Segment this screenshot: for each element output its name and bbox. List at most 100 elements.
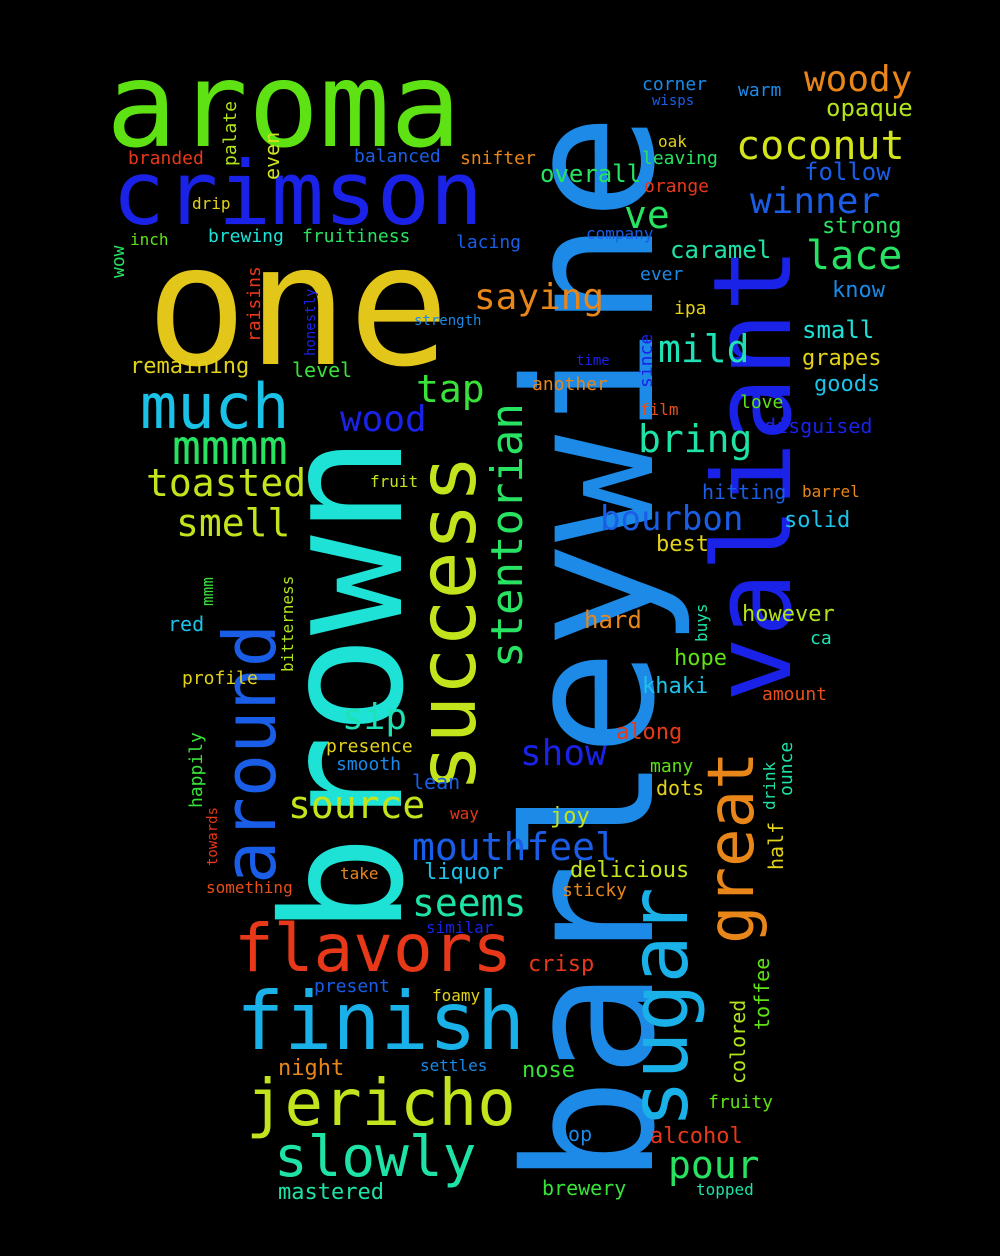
word-around: around <box>208 623 292 884</box>
word-snifter: snifter <box>460 148 536 169</box>
word-mild: mild <box>658 327 750 371</box>
word-khaki: khaki <box>642 674 709 699</box>
word-night: night <box>278 1056 345 1081</box>
word-strong: strong <box>822 214 902 239</box>
word-sip: sip <box>342 697 408 738</box>
word-towards: towards <box>205 806 221 866</box>
word-honestly: honestly <box>303 288 319 356</box>
word-smooth: smooth <box>336 754 402 775</box>
word-strength: strength <box>414 313 482 329</box>
word-presence: presence <box>326 736 413 757</box>
word-bring: bring <box>638 417 753 461</box>
word-great: great <box>695 751 769 944</box>
word-lace: lace <box>806 233 903 279</box>
word-tap: tap <box>416 367 485 411</box>
word-wisps: wisps <box>652 93 695 109</box>
word-fruity: fruity <box>708 1092 774 1113</box>
word-jericho: jericho <box>246 1067 516 1141</box>
word-company: company <box>586 224 654 243</box>
word-along: along <box>616 720 683 745</box>
word-topped: topped <box>696 1180 754 1199</box>
word-oak: oak <box>658 132 687 151</box>
word-take: take <box>340 864 379 883</box>
word-profile: profile <box>182 668 258 689</box>
word-film: film <box>640 400 679 419</box>
word-time: time <box>576 353 610 369</box>
word-valiant: valiant <box>691 246 816 702</box>
word-level: level <box>292 358 353 382</box>
word-inch: inch <box>130 230 169 249</box>
word-something: something <box>206 878 293 897</box>
word-top: top <box>556 1122 593 1146</box>
word-fruitiness: fruitiness <box>302 226 411 247</box>
word-since: since <box>636 333 657 388</box>
word-similar: similar <box>426 918 494 937</box>
word-aroma: aroma <box>106 36 462 174</box>
word-way: way <box>450 804 479 823</box>
word-goods: goods <box>814 372 881 397</box>
word-stentorian: stentorian <box>482 403 533 668</box>
word-liquor: liquor <box>424 860 504 885</box>
word-flavors: flavors <box>234 910 513 987</box>
word-happily: happily <box>186 732 207 808</box>
word-sugar: sugar <box>613 887 706 1128</box>
word-source: source <box>288 783 426 827</box>
word-mmm: mmm <box>198 577 217 606</box>
word-smell: smell <box>176 501 291 545</box>
word-coconut: coconut <box>736 123 905 169</box>
word-buys: buys <box>692 603 711 642</box>
word-lean: lean <box>412 770 461 794</box>
word-ounce: ounce <box>776 741 797 796</box>
word-fruit: fruit <box>370 472 419 491</box>
word-bitterness: bitterness <box>278 575 297 672</box>
word-brewery: brewery <box>542 1176 627 1200</box>
word-barrel: barrel <box>802 482 860 501</box>
word-leaving: leaving <box>642 148 718 169</box>
word-palate: palate <box>220 100 241 166</box>
word-warm: warm <box>738 80 782 101</box>
word-alcohol: alcohol <box>650 1124 743 1149</box>
word-woody: woody <box>804 59 913 100</box>
word-show: show <box>520 733 607 774</box>
word-ipa: ipa <box>674 298 707 319</box>
word-one: one <box>146 208 450 404</box>
word-balanced: balanced <box>354 146 441 167</box>
word-drip: drip <box>192 194 231 213</box>
word-know: know <box>832 278 885 303</box>
word-seems: seems <box>412 881 527 925</box>
word-slowly: slowly <box>274 1125 477 1190</box>
word-dots: dots <box>656 776 705 800</box>
word-bourbon: bourbon <box>600 499 744 539</box>
word-sticky: sticky <box>562 880 628 901</box>
word-mouthfeel: mouthfeel <box>412 825 618 869</box>
word-pour: pour <box>668 1143 760 1187</box>
word-branded: branded <box>128 148 204 169</box>
word-brewing: brewing <box>208 226 284 247</box>
word-mmmm: mmmm <box>172 420 288 476</box>
word-caramel: caramel <box>670 236 772 264</box>
word-winner: winner <box>750 181 881 222</box>
word-saying: saying <box>474 277 605 318</box>
word-many: many <box>650 756 694 777</box>
word-joy: joy <box>550 804 590 829</box>
word-grapes: grapes <box>802 346 882 371</box>
word-follow: follow <box>804 158 891 186</box>
word-disguised: disguised <box>764 414 873 438</box>
word-hope: hope <box>674 646 727 671</box>
word-nose: nose <box>522 1058 575 1083</box>
word-crisp: crisp <box>528 952 595 977</box>
word-small: small <box>802 316 875 344</box>
word-even: even <box>260 131 284 180</box>
word-overall: overall <box>540 160 642 188</box>
word-crimson: crimson <box>112 142 483 245</box>
word-corner: corner <box>642 74 708 95</box>
word-settles: settles <box>420 1056 488 1075</box>
word-orange: orange <box>644 176 710 197</box>
word-wow: wow <box>108 245 129 278</box>
word-delicious: delicious <box>570 858 690 883</box>
word-raisins: raisins <box>244 266 265 342</box>
word-present: present <box>314 976 390 997</box>
word-lacing: lacing <box>456 232 522 253</box>
word-hitting: hitting <box>702 480 787 504</box>
